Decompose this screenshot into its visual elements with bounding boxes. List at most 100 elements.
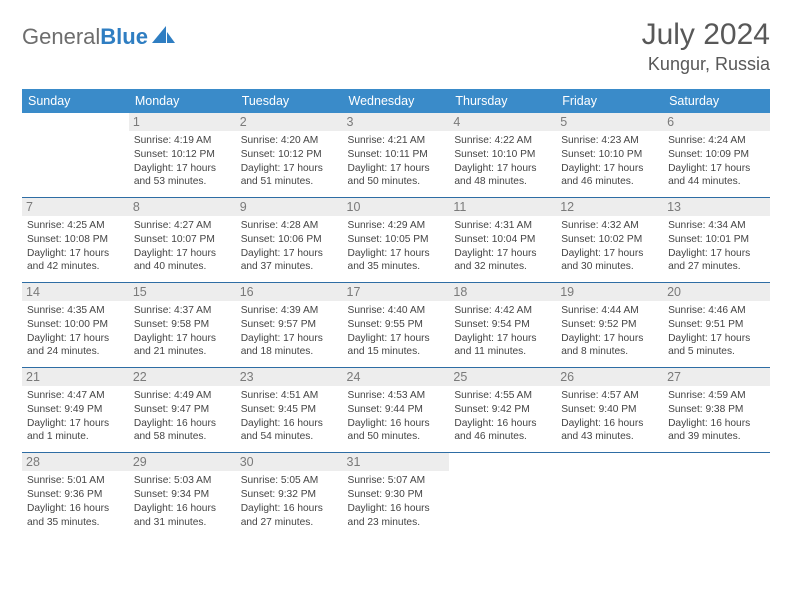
calendar-week-row: 21Sunrise: 4:47 AMSunset: 9:49 PMDayligh…	[22, 368, 770, 453]
calendar-day-cell: 22 Sunrise: 4:49 AMSunset: 9:47 PMDayligh…	[129, 368, 236, 453]
calendar-day-cell: 18Sunrise: 4:42 AMSunset: 9:54 PMDayligh…	[449, 283, 556, 368]
calendar-day-cell: 3 Sunrise: 4:21 AMSunset: 10:11 PMDayligh…	[343, 113, 450, 198]
day-details: Sunrise: 5:03 AMSunset: 9:34 PMDaylight:…	[134, 474, 231, 529]
day-details: Sunrise: 5:01 AMSunset: 9:36 PMDaylight:…	[27, 474, 124, 529]
day-number: 9	[236, 198, 343, 216]
calendar-day-cell: 11Sunrise: 4:31 AMSunset: 10:04 PMDaylig…	[449, 198, 556, 283]
day-number: 10	[343, 198, 450, 216]
day-details: Sunrise: 4:32 AMSunset: 10:02 PMDaylight…	[561, 219, 658, 274]
day-number: 17	[343, 283, 450, 301]
header: GeneralBlue July 2024 Kungur, Russia	[22, 18, 770, 75]
day-details: Sunrise: 4:35 AMSunset: 10:00 PMDaylight…	[27, 304, 124, 359]
day-details: Sunrise: 4:40 AMSunset: 9:55 PMDaylight:…	[348, 304, 445, 359]
day-details: Sunrise: 4:20 AMSunset: 10:12 PMDaylight…	[241, 134, 338, 189]
day-details: Sunrise: 4:19 AMSunset: 10:12 PMDaylight…	[134, 134, 231, 189]
day-number: 31	[343, 453, 450, 471]
column-header: Wednesday	[343, 89, 450, 113]
calendar-day-cell: 24 Sunrise: 4:53 AMSunset: 9:44 PMDayligh…	[343, 368, 450, 453]
day-number: 5	[556, 113, 663, 131]
day-number: 18	[449, 283, 556, 301]
logo-word1: General	[22, 24, 100, 49]
day-details: Sunrise: 4:51 AMSunset: 9:45 PMDaylight:…	[241, 389, 338, 444]
calendar-day-cell: 7Sunrise: 4:25 AMSunset: 10:08 PMDayligh…	[22, 198, 129, 283]
calendar-day-cell: 31Sunrise: 5:07 AMSunset: 9:30 PMDayligh…	[343, 453, 450, 538]
calendar-day-cell: 27 Sunrise: 4:59 AMSunset: 9:38 PMDayligh…	[663, 368, 770, 453]
calendar-day-cell: 9 Sunrise: 4:28 AMSunset: 10:06 PMDayligh…	[236, 198, 343, 283]
day-number: 7	[22, 198, 129, 216]
day-details: Sunrise: 4:49 AMSunset: 9:47 PMDaylight:…	[134, 389, 231, 444]
calendar-week-row: 28 Sunrise: 5:01 AMSunset: 9:36 PMDayligh…	[22, 453, 770, 538]
column-header: Friday	[556, 89, 663, 113]
calendar-day-cell: .	[22, 113, 129, 198]
calendar-day-cell: 5Sunrise: 4:23 AMSunset: 10:10 PMDayligh…	[556, 113, 663, 198]
calendar-day-cell: 30 Sunrise: 5:05 AMSunset: 9:32 PMDayligh…	[236, 453, 343, 538]
calendar-day-cell: 1 Sunrise: 4:19 AMSunset: 10:12 PMDayligh…	[129, 113, 236, 198]
calendar-day-cell: 13Sunrise: 4:34 AMSunset: 10:01 PMDaylig…	[663, 198, 770, 283]
calendar-day-cell: 8Sunrise: 4:27 AMSunset: 10:07 PMDayligh…	[129, 198, 236, 283]
calendar-day-cell: 14Sunrise: 4:35 AMSunset: 10:00 PMDaylig…	[22, 283, 129, 368]
day-number: 6	[663, 113, 770, 131]
calendar-body: .1Sunrise: 4:19 AMSunset: 10:12 PMDaylig…	[22, 113, 770, 537]
calendar-day-cell: 19 Sunrise: 4:44 AMSunset: 9:52 PMDayligh…	[556, 283, 663, 368]
calendar-day-cell: .	[556, 453, 663, 538]
calendar-week-row: .1 Sunrise: 4:19 AMSunset: 10:12 PMDaylig…	[22, 113, 770, 198]
day-details: Sunrise: 4:21 AMSunset: 10:11 PMDaylight…	[348, 134, 445, 189]
page-subtitle: Kungur, Russia	[642, 54, 770, 75]
calendar-day-cell: 26Sunrise: 4:57 AMSunset: 9:40 PMDayligh…	[556, 368, 663, 453]
calendar-day-cell: 4 Sunrise: 4:22 AMSunset: 10:10 PMDayligh…	[449, 113, 556, 198]
logo-text: GeneralBlue	[22, 24, 148, 50]
calendar-day-cell: 6 Sunrise: 4:24 AMSunset: 10:09 PMDayligh…	[663, 113, 770, 198]
day-details: Sunrise: 4:59 AMSunset: 9:38 PMDaylight:…	[668, 389, 765, 444]
calendar-day-cell: 23 Sunrise: 4:51 AMSunset: 9:45 PMDayligh…	[236, 368, 343, 453]
day-number: 8	[129, 198, 236, 216]
column-header: Thursday	[449, 89, 556, 113]
day-number: 12	[556, 198, 663, 216]
day-number: 15	[129, 283, 236, 301]
calendar-day-cell: 29 Sunrise: 5:03 AMSunset: 9:34 PMDayligh…	[129, 453, 236, 538]
day-details: Sunrise: 4:34 AMSunset: 10:01 PMDaylight…	[668, 219, 765, 274]
day-number: 28	[22, 453, 129, 471]
calendar-day-cell: .	[449, 453, 556, 538]
calendar-day-cell: 16Sunrise: 4:39 AMSunset: 9:57 PMDayligh…	[236, 283, 343, 368]
calendar-day-cell: 12 Sunrise: 4:32 AMSunset: 10:02 PMDaylig…	[556, 198, 663, 283]
calendar-day-cell: 2Sunrise: 4:20 AMSunset: 10:12 PMDayligh…	[236, 113, 343, 198]
calendar-day-cell: 17 Sunrise: 4:40 AMSunset: 9:55 PMDayligh…	[343, 283, 450, 368]
day-number: 19	[556, 283, 663, 301]
calendar-day-cell: 20 Sunrise: 4:46 AMSunset: 9:51 PMDayligh…	[663, 283, 770, 368]
logo: GeneralBlue	[22, 24, 176, 50]
calendar-day-cell: 25Sunrise: 4:55 AMSunset: 9:42 PMDayligh…	[449, 368, 556, 453]
day-details: Sunrise: 4:44 AMSunset: 9:52 PMDaylight:…	[561, 304, 658, 359]
day-number: 24	[343, 368, 450, 386]
day-number: 30	[236, 453, 343, 471]
day-number: 3	[343, 113, 450, 131]
logo-sail-icon	[152, 26, 176, 49]
day-details: Sunrise: 4:46 AMSunset: 9:51 PMDaylight:…	[668, 304, 765, 359]
calendar-day-cell: 21Sunrise: 4:47 AMSunset: 9:49 PMDayligh…	[22, 368, 129, 453]
day-number: 1	[129, 113, 236, 131]
calendar-week-row: 7Sunrise: 4:25 AMSunset: 10:08 PMDayligh…	[22, 198, 770, 283]
calendar-head: SundayMondayTuesdayWednesdayThursdayFrid…	[22, 89, 770, 113]
day-number: 23	[236, 368, 343, 386]
calendar-day-cell: 28 Sunrise: 5:01 AMSunset: 9:36 PMDayligh…	[22, 453, 129, 538]
day-number: 4	[449, 113, 556, 131]
day-details: Sunrise: 4:28 AMSunset: 10:06 PMDaylight…	[241, 219, 338, 274]
day-number: 29	[129, 453, 236, 471]
day-details: Sunrise: 4:24 AMSunset: 10:09 PMDaylight…	[668, 134, 765, 189]
calendar-table: SundayMondayTuesdayWednesdayThursdayFrid…	[22, 89, 770, 537]
day-details: Sunrise: 4:47 AMSunset: 9:49 PMDaylight:…	[27, 389, 124, 444]
day-number: 27	[663, 368, 770, 386]
day-details: Sunrise: 4:37 AMSunset: 9:58 PMDaylight:…	[134, 304, 231, 359]
day-details: Sunrise: 4:53 AMSunset: 9:44 PMDaylight:…	[348, 389, 445, 444]
day-details: Sunrise: 5:05 AMSunset: 9:32 PMDaylight:…	[241, 474, 338, 529]
title-block: July 2024 Kungur, Russia	[642, 18, 770, 75]
day-details: Sunrise: 4:22 AMSunset: 10:10 PMDaylight…	[454, 134, 551, 189]
column-header: Tuesday	[236, 89, 343, 113]
day-details: Sunrise: 4:39 AMSunset: 9:57 PMDaylight:…	[241, 304, 338, 359]
day-details: Sunrise: 4:29 AMSunset: 10:05 PMDaylight…	[348, 219, 445, 274]
day-number: 26	[556, 368, 663, 386]
day-number: 20	[663, 283, 770, 301]
column-header: Monday	[129, 89, 236, 113]
calendar-day-cell: 10 Sunrise: 4:29 AMSunset: 10:05 PMDaylig…	[343, 198, 450, 283]
day-number: 22	[129, 368, 236, 386]
calendar-day-cell: .	[663, 453, 770, 538]
